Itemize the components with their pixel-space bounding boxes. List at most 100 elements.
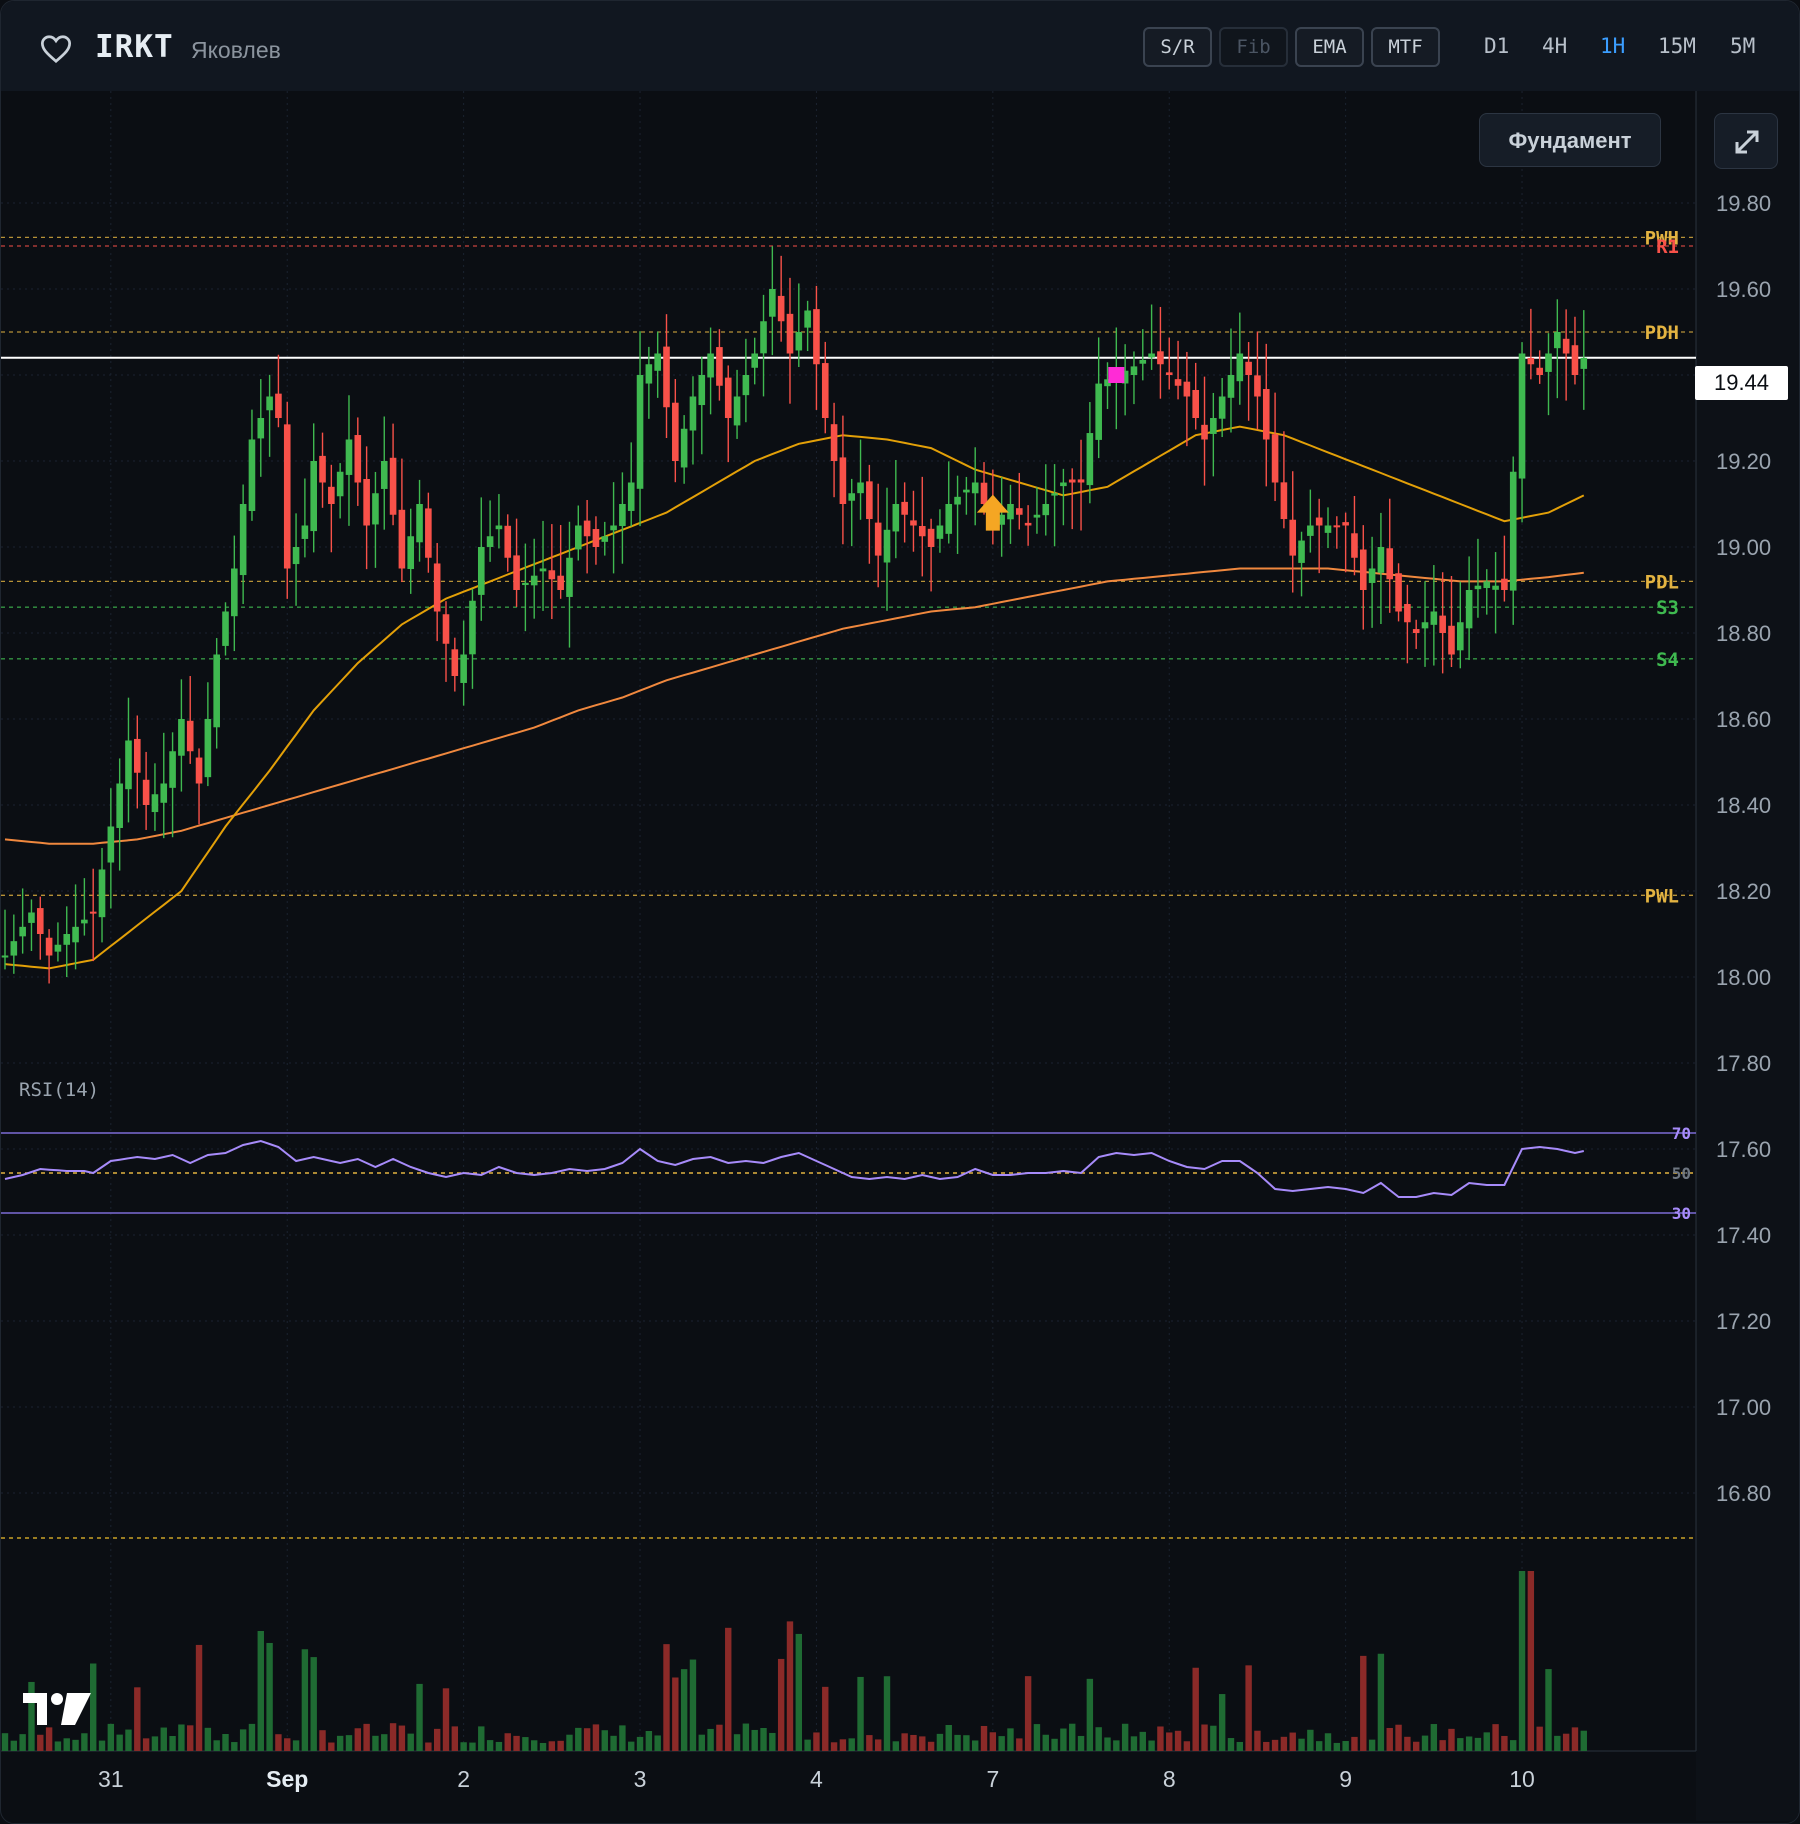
level-label: PDL <box>1645 571 1679 593</box>
volume-bar <box>98 1740 106 1751</box>
candle-body <box>751 353 758 368</box>
candle-body <box>1121 370 1129 384</box>
candle-body <box>1060 482 1067 487</box>
volume-bar <box>857 1676 864 1751</box>
candle-body <box>1518 353 1526 479</box>
timeframe-5m[interactable]: 5M <box>1730 34 1756 58</box>
candle-body <box>1016 508 1023 515</box>
candle-body <box>645 364 653 384</box>
volume-bar <box>45 1727 53 1751</box>
candle-body <box>866 481 873 520</box>
level-label: R1 <box>1656 236 1679 258</box>
volume-bar <box>72 1739 79 1751</box>
candle-body <box>160 783 168 803</box>
candle-body <box>1545 353 1552 372</box>
volume-bar <box>425 1742 432 1751</box>
volume-bar <box>531 1740 538 1751</box>
candle-body <box>354 435 362 483</box>
sr-toggle-button[interactable]: S/R <box>1143 27 1212 67</box>
volume-bar <box>1307 1729 1314 1751</box>
volume-bar <box>169 1735 176 1751</box>
plot-area <box>1 91 1696 1751</box>
candle-body <box>1554 332 1561 349</box>
volume-bar <box>830 1742 838 1751</box>
candle-body <box>672 402 679 461</box>
volume-bar <box>892 1741 900 1751</box>
volume-bar <box>610 1735 617 1751</box>
volume-bar <box>433 1728 441 1751</box>
volume-bar <box>804 1739 811 1751</box>
y-tick-label: 18.40 <box>1716 793 1771 818</box>
candle-body <box>963 489 970 493</box>
volume-bar <box>575 1727 582 1751</box>
volume-bar <box>1024 1676 1032 1751</box>
mtf-toggle-button[interactable]: MTF <box>1371 27 1440 67</box>
candle-body <box>1245 361 1252 375</box>
timeframe-4h[interactable]: 4H <box>1542 34 1568 58</box>
timeframe-15m[interactable]: 15M <box>1658 34 1696 58</box>
volume-bar <box>1201 1724 1208 1751</box>
volume-bar <box>1245 1665 1252 1751</box>
y-tick-label: 17.60 <box>1716 1137 1771 1162</box>
heart-icon[interactable] <box>39 34 73 64</box>
candle-body <box>1218 396 1226 419</box>
candle-body <box>1386 548 1394 580</box>
candle-body <box>54 944 62 952</box>
candle-body <box>1042 504 1050 516</box>
y-tick-label: 17.20 <box>1716 1309 1771 1334</box>
fib-toggle-button[interactable]: Fib <box>1219 27 1288 67</box>
level-label: PWH <box>1645 227 1679 249</box>
volume-bar <box>566 1734 573 1751</box>
volume-bar <box>1007 1728 1014 1751</box>
candle-body <box>36 908 44 934</box>
volume-bar <box>1236 1741 1243 1751</box>
fundamental-button[interactable]: Фундамент <box>1479 113 1661 167</box>
candle-body <box>1527 357 1535 365</box>
candle-body <box>301 525 309 539</box>
volume-bar <box>81 1733 88 1751</box>
candle-body <box>1210 418 1217 434</box>
timeframe-1h[interactable]: 1H <box>1600 34 1626 58</box>
volume-bar <box>416 1683 423 1751</box>
candle-body <box>477 547 485 595</box>
ema-toggle-button[interactable]: EMA <box>1295 27 1364 67</box>
volume-bar <box>1104 1737 1111 1751</box>
candle-body <box>257 418 265 439</box>
candle-body <box>1333 525 1341 528</box>
ema-fast-line <box>4 425 1585 970</box>
candle-body <box>1571 345 1579 375</box>
candle-body <box>1465 590 1473 629</box>
candle-body <box>1430 611 1438 625</box>
candle-body <box>1077 479 1085 483</box>
expand-button[interactable] <box>1714 113 1778 169</box>
timeframe-d1[interactable]: D1 <box>1484 34 1510 58</box>
candle-body <box>742 375 750 396</box>
candle-body <box>169 751 176 788</box>
price-chart[interactable]: 19.8019.6019.4019.2019.0018.8018.6018.40… <box>1 91 1799 1821</box>
candle-body <box>1 955 9 958</box>
volume-bar <box>972 1740 979 1751</box>
candle-body <box>231 568 238 617</box>
level-label: S4 <box>1656 649 1679 671</box>
x-tick-label: 9 <box>1339 1766 1352 1792</box>
signal-marker <box>1108 367 1125 383</box>
volume-bar <box>1051 1738 1058 1751</box>
volume-bar <box>522 1737 529 1751</box>
volume-bar <box>680 1669 688 1751</box>
candle-body <box>1289 519 1297 556</box>
volume-bar <box>319 1730 326 1751</box>
volume-bar <box>1571 1727 1579 1751</box>
candle-body <box>336 471 344 497</box>
candle-body <box>724 377 732 418</box>
volume-bar <box>557 1740 564 1751</box>
volume-bar <box>178 1724 185 1751</box>
tradingview-logo <box>23 1693 91 1725</box>
candle-body <box>1395 573 1402 612</box>
volume-bar <box>1536 1726 1543 1751</box>
candle-body <box>830 424 838 461</box>
candle-body <box>998 514 1005 525</box>
candle-body <box>239 504 247 576</box>
volume-bar <box>116 1734 123 1751</box>
volume-bar <box>1457 1738 1464 1751</box>
